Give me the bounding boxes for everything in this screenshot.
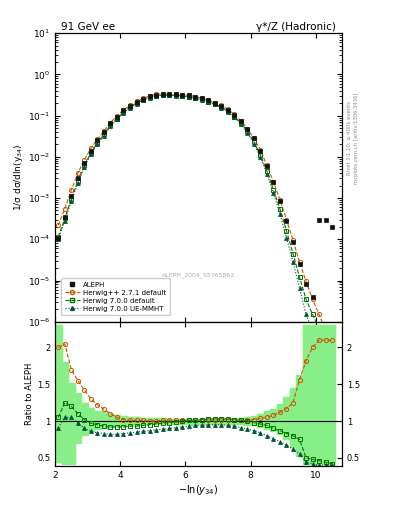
Y-axis label: 1/σ dσ/dln(y$_{34}$): 1/σ dσ/dln(y$_{34}$) — [12, 144, 25, 211]
Legend: ALEPH, Herwig++ 2.7.1 default, Herwig 7.0.0 default, Herwig 7.0.0 UE-MMHT: ALEPH, Herwig++ 2.7.1 default, Herwig 7.… — [61, 278, 170, 315]
X-axis label: $-\ln(y_{34})$: $-\ln(y_{34})$ — [178, 482, 219, 497]
Text: 91 GeV ee: 91 GeV ee — [61, 22, 115, 32]
Text: ALEPH_2004_S5765862: ALEPH_2004_S5765862 — [162, 273, 235, 279]
Text: Rivet 3.1.10; ≥ 400k events: Rivet 3.1.10; ≥ 400k events — [347, 101, 352, 175]
Y-axis label: Ratio to ALEPH: Ratio to ALEPH — [25, 362, 34, 425]
Text: γ*/Z (Hadronic): γ*/Z (Hadronic) — [256, 22, 336, 32]
Text: mcplots.cern.ch [arXiv:1306.3436]: mcplots.cern.ch [arXiv:1306.3436] — [354, 93, 359, 184]
